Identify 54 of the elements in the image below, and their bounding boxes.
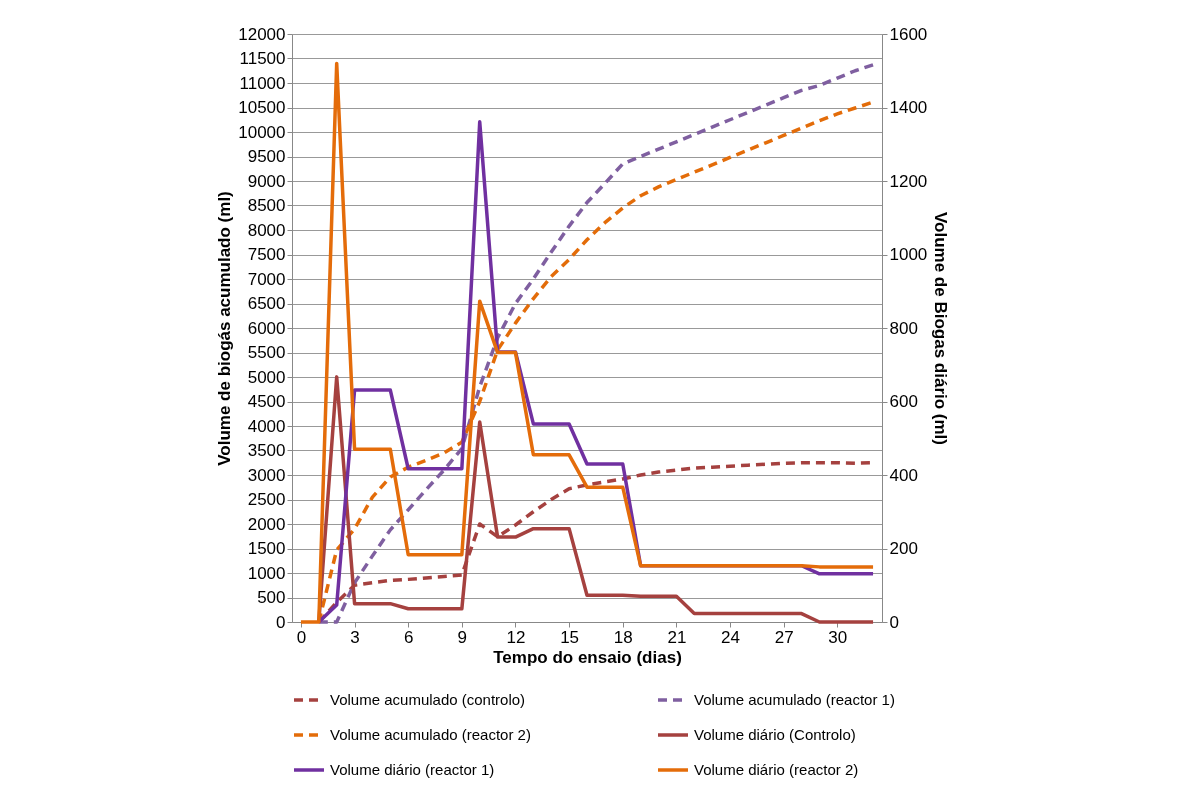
y-tick-label: 1000 — [247, 563, 286, 583]
legend-label: Volume diário (reactor 1) — [330, 761, 495, 778]
y-tick-label: 5000 — [247, 367, 286, 387]
x-tick-label: 18 — [613, 627, 633, 647]
y2-tick-label: 1200 — [889, 171, 928, 191]
x-tick-label: 6 — [403, 627, 414, 647]
x-tick-label: 3 — [350, 627, 360, 647]
legend-label: Volume acumulado (reactor 1) — [694, 691, 895, 708]
x-tick-label: 0 — [296, 627, 307, 647]
y2-tick-label: 1000 — [889, 245, 928, 264]
legend-label: Volume diário (Controlo) — [694, 726, 856, 743]
y-tick-label: 5500 — [247, 343, 286, 362]
y2-tick-label: 200 — [889, 539, 918, 558]
x-tick-label: 24 — [721, 627, 740, 647]
y2-tick-label: 1400 — [889, 98, 928, 117]
x-tick-label: 9 — [457, 627, 468, 647]
y-tick-label: 1500 — [247, 539, 286, 558]
y2-tick-label: 1600 — [889, 24, 928, 44]
legend-label: Volume acumulado (reactor 2) — [330, 726, 531, 743]
x-tick-label: 30 — [828, 627, 848, 647]
x-axis-title: Tempo do ensaio (dias) — [493, 647, 682, 667]
y-tick-label: 4500 — [247, 392, 286, 411]
y-tick-label: 9000 — [247, 171, 286, 191]
y2-tick-label: 400 — [889, 465, 918, 485]
y-tick-label: 3500 — [247, 441, 286, 460]
y-tick-label: 8500 — [247, 196, 286, 215]
y-tick-label: 2500 — [247, 490, 286, 509]
x-tick-label: 21 — [667, 627, 687, 647]
y-tick-label: 500 — [257, 588, 286, 607]
x-tick-label: 15 — [560, 627, 580, 647]
y-tick-label: 8000 — [247, 220, 286, 240]
y-tick-label: 10000 — [238, 122, 286, 142]
x-tick-label: 12 — [506, 627, 526, 647]
y2-tick-label: 0 — [889, 612, 899, 632]
x-tick-label: 27 — [774, 627, 794, 647]
y2-axis-title: Volume de Biogas diário (ml) — [931, 212, 951, 445]
y-tick-label: 9500 — [247, 147, 286, 166]
y2-tick-label: 800 — [889, 318, 918, 338]
y-tick-label: 7500 — [247, 245, 286, 264]
y-tick-label: 6000 — [247, 318, 286, 338]
legend-label: Volume acumulado (controlo) — [330, 691, 526, 708]
y-tick-label: 6500 — [247, 294, 286, 313]
y-axis-title: Volume de biogás acumulado (ml) — [215, 191, 235, 466]
y-tick-label: 0 — [276, 612, 286, 632]
legend-label: Volume diário (reactor 2) — [694, 761, 859, 778]
y-tick-label: 4000 — [247, 416, 286, 436]
y-tick-label: 7000 — [247, 269, 286, 289]
y-tick-label: 10500 — [238, 98, 286, 117]
y-tick-label: 11500 — [239, 49, 286, 68]
y-tick-label: 11000 — [239, 73, 286, 93]
y2-tick-label: 600 — [889, 392, 918, 411]
y-tick-label: 2000 — [247, 514, 286, 534]
y-tick-label: 3000 — [247, 465, 286, 485]
y-tick-label: 12000 — [238, 24, 286, 44]
